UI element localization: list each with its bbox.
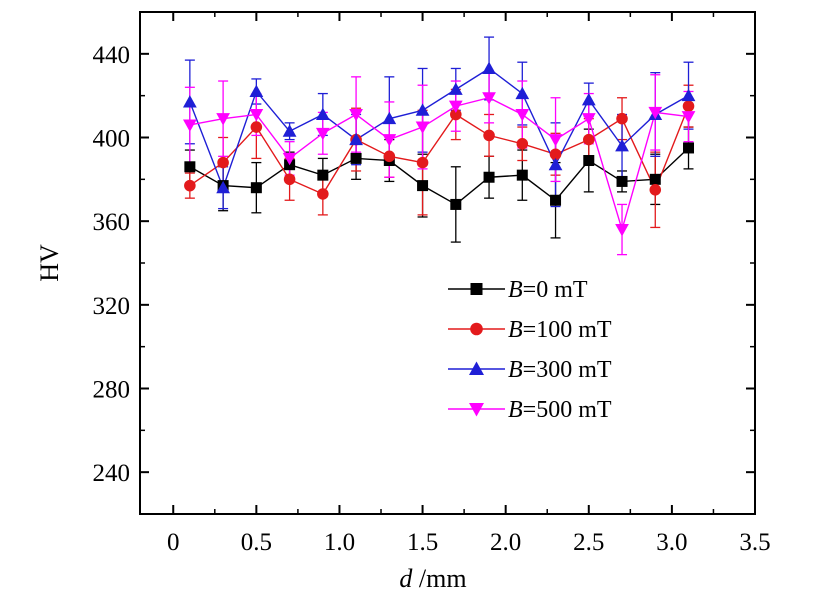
data-point bbox=[482, 92, 496, 105]
data-point bbox=[548, 134, 563, 147]
series-line bbox=[189, 97, 689, 233]
data-point bbox=[616, 112, 628, 125]
data-point bbox=[416, 156, 429, 169]
data-point bbox=[448, 100, 463, 113]
error-bars bbox=[184, 36, 694, 256]
x-tick-label: 2.5 bbox=[573, 529, 604, 556]
x-axis-title: d /mm bbox=[399, 564, 466, 591]
x-tick-label: 0 bbox=[167, 529, 180, 556]
data-point bbox=[182, 95, 197, 108]
x-axis-title-unit: /mm bbox=[412, 564, 466, 591]
x-tick-label: 0.5 bbox=[241, 529, 272, 556]
x-tick-label: 3.0 bbox=[656, 529, 687, 556]
data-point bbox=[182, 119, 197, 132]
data-point bbox=[681, 111, 696, 124]
data-point bbox=[548, 157, 563, 171]
x-tick-label: 1.0 bbox=[324, 529, 355, 556]
legend-label: B=0 mT bbox=[508, 277, 588, 303]
legend-label: B=500 mT bbox=[508, 397, 612, 423]
data-point bbox=[282, 124, 297, 137]
data-point bbox=[648, 106, 663, 120]
y-tick-label: 440 bbox=[93, 42, 131, 69]
data-point bbox=[283, 173, 296, 186]
data-point bbox=[581, 92, 596, 106]
data-point bbox=[615, 138, 629, 152]
data-point bbox=[317, 188, 329, 200]
data-point bbox=[450, 198, 462, 210]
data-point bbox=[250, 121, 263, 133]
legend-marker bbox=[470, 322, 483, 336]
data-point bbox=[184, 179, 196, 192]
data-point bbox=[516, 138, 529, 150]
data-point bbox=[349, 132, 363, 146]
data-point bbox=[216, 180, 230, 194]
data-point bbox=[549, 148, 562, 161]
data-point bbox=[415, 121, 430, 134]
plot-frame bbox=[139, 11, 756, 515]
data-point bbox=[382, 134, 397, 147]
data-point bbox=[483, 129, 495, 142]
data-point bbox=[515, 108, 530, 122]
x-tick-label: 2.0 bbox=[490, 529, 521, 556]
data-point bbox=[450, 108, 462, 121]
data-point bbox=[616, 175, 628, 187]
data-point bbox=[583, 155, 595, 167]
y-tick-label: 280 bbox=[93, 377, 131, 404]
data-point bbox=[315, 127, 330, 141]
data-point bbox=[649, 184, 662, 196]
series-markers bbox=[182, 61, 696, 237]
data-point bbox=[184, 161, 196, 173]
axis-ticks: 0 0.5 1.0 1.5 2.0 2.5 3.0 3.5 240 280 320 360 400 440 bbox=[93, 11, 771, 556]
data-point bbox=[550, 194, 562, 206]
data-point bbox=[581, 113, 596, 126]
data-point bbox=[349, 108, 363, 122]
data-point bbox=[615, 224, 629, 237]
data-point bbox=[350, 152, 362, 164]
y-tick-label: 240 bbox=[93, 460, 131, 487]
series-line bbox=[189, 105, 690, 195]
data-point bbox=[683, 142, 695, 154]
data-point bbox=[249, 84, 264, 97]
data-point bbox=[250, 182, 262, 194]
legend-marker bbox=[470, 283, 483, 295]
legend-marker bbox=[469, 361, 484, 375]
legend-label: B=100 mT bbox=[508, 317, 612, 343]
data-point bbox=[216, 113, 230, 126]
x-tick-label: 1.5 bbox=[407, 529, 438, 556]
y-tick-label: 400 bbox=[93, 126, 131, 153]
x-axis-title-variable: d bbox=[399, 564, 413, 591]
y-axis-title: HV bbox=[35, 244, 64, 282]
data-point bbox=[282, 152, 297, 166]
x-tick-label: 3.5 bbox=[739, 529, 770, 556]
data-point bbox=[383, 150, 396, 163]
data-point bbox=[315, 107, 330, 120]
series-line bbox=[189, 67, 689, 190]
data-point bbox=[415, 103, 430, 116]
y-tick-label: 320 bbox=[93, 293, 131, 320]
y-tick-label: 360 bbox=[93, 209, 131, 236]
data-point bbox=[448, 82, 463, 95]
data-point bbox=[249, 108, 264, 122]
legend: B=0 mT B=100 mT B=300 mT B=500 mT bbox=[448, 277, 612, 423]
legend-label: B=300 mT bbox=[508, 357, 612, 383]
legend-marker bbox=[469, 403, 484, 417]
data-point bbox=[317, 169, 329, 181]
data-point bbox=[682, 100, 695, 112]
series-line bbox=[189, 147, 689, 206]
data-point bbox=[649, 173, 661, 185]
data-point bbox=[681, 88, 696, 102]
data-point bbox=[515, 86, 530, 100]
data-point bbox=[417, 180, 429, 192]
data-point bbox=[583, 133, 595, 146]
data-point bbox=[482, 61, 496, 74]
series-lines bbox=[189, 67, 690, 233]
data-point bbox=[217, 156, 229, 169]
data-point bbox=[516, 169, 528, 181]
data-point bbox=[483, 171, 495, 183]
data-point bbox=[382, 111, 397, 125]
